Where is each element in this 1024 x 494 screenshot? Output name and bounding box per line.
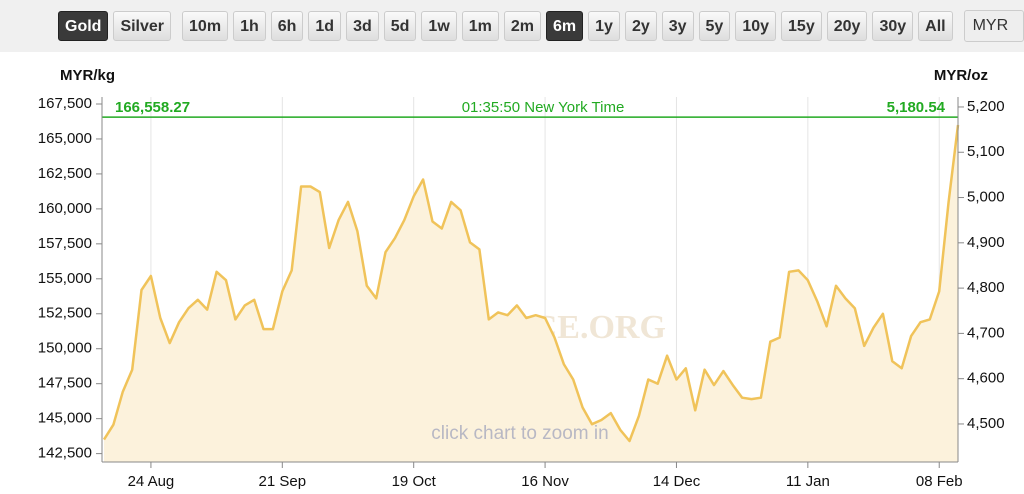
range-button[interactable]: 10m xyxy=(182,11,229,41)
range-button[interactable]: 15y xyxy=(781,11,822,41)
range-button[interactable]: 2y xyxy=(624,11,657,41)
y2-tick-label: 4,900 xyxy=(967,234,1005,251)
y-tick-label: 157,500 xyxy=(38,235,92,252)
y-tick-label: 147,500 xyxy=(38,375,92,392)
x-tick-label: 16 Nov xyxy=(521,473,569,490)
range-button[interactable]: 3d xyxy=(346,11,379,41)
y-tick-label: 145,000 xyxy=(38,410,92,427)
y2-tick-label: 5,100 xyxy=(967,143,1005,160)
range-button[interactable]: All xyxy=(918,11,953,41)
price-label-oz: 5,180.54 xyxy=(887,99,946,116)
y-tick-label: 150,000 xyxy=(38,340,92,357)
range-button[interactable]: 30y xyxy=(872,11,914,41)
x-tick-label: 24 Aug xyxy=(128,473,175,490)
y-tick-label: 160,000 xyxy=(38,200,92,217)
price-label: 166,558.27 xyxy=(115,99,190,116)
toolbar: Gold Silver 10m 1h 6h 1d 3d 5d 1w 1m 2m 6m 1y 2y 3y 5y 1… xyxy=(0,0,1024,52)
y-tick-label: 152,500 xyxy=(38,305,92,322)
area xyxy=(104,125,958,462)
price-time: 01:35:50 New York Time xyxy=(462,99,625,116)
y-tick-label: 155,000 xyxy=(38,270,92,287)
range-button[interactable]: 1d xyxy=(308,11,342,41)
range-button[interactable]: 20y xyxy=(826,11,868,41)
hint: click chart to zoom in xyxy=(431,423,608,444)
y2-tick-label: 4,800 xyxy=(967,279,1005,296)
range-button[interactable]: 10y xyxy=(735,11,777,41)
y2-tick-label: 4,500 xyxy=(967,415,1005,432)
range-button[interactable]: 1h xyxy=(233,11,266,41)
x-tick-label: 19 Oct xyxy=(392,473,437,490)
y2-tick-label: 5,000 xyxy=(967,189,1005,206)
y2-tick-label: 4,700 xyxy=(967,324,1005,341)
y2-axis-title: MYR/oz xyxy=(934,67,988,84)
range-button[interactable]: 2m xyxy=(503,11,542,41)
y-axis-title: MYR/kg xyxy=(60,67,115,84)
y-tick-label: 165,000 xyxy=(38,130,92,147)
x-tick-label: 11 Jan xyxy=(786,473,830,490)
range-button[interactable]: 1w xyxy=(421,11,457,41)
y-tick-label: 167,500 xyxy=(38,95,92,112)
range-button[interactable]: 1m xyxy=(461,11,499,41)
x-tick-label: 08 Feb xyxy=(916,473,963,490)
currency-label: MYR xyxy=(972,17,1009,34)
currency-select[interactable]: MYR▼ xyxy=(963,10,1024,42)
range-button[interactable]: 1y xyxy=(588,11,620,41)
x-tick-label: 21 Sep xyxy=(259,473,307,490)
range-button[interactable]: Silver xyxy=(113,11,172,41)
y2-tick-label: 4,600 xyxy=(967,370,1005,387)
y2-tick-label: 5,200 xyxy=(967,98,1005,115)
x-tick-label: 14 Dec xyxy=(653,473,701,490)
y-tick-label: 162,500 xyxy=(38,165,92,182)
range-button[interactable]: 6h xyxy=(270,11,304,41)
range-button[interactable]: 3y xyxy=(661,11,694,41)
y-tick-label: 142,500 xyxy=(38,445,92,462)
range-button[interactable]: 5d xyxy=(383,11,417,41)
line xyxy=(102,124,960,443)
range-button[interactable]: 5y xyxy=(698,11,731,41)
range-button[interactable]: Gold xyxy=(58,11,109,41)
range-button[interactable]: 6m xyxy=(546,11,584,41)
